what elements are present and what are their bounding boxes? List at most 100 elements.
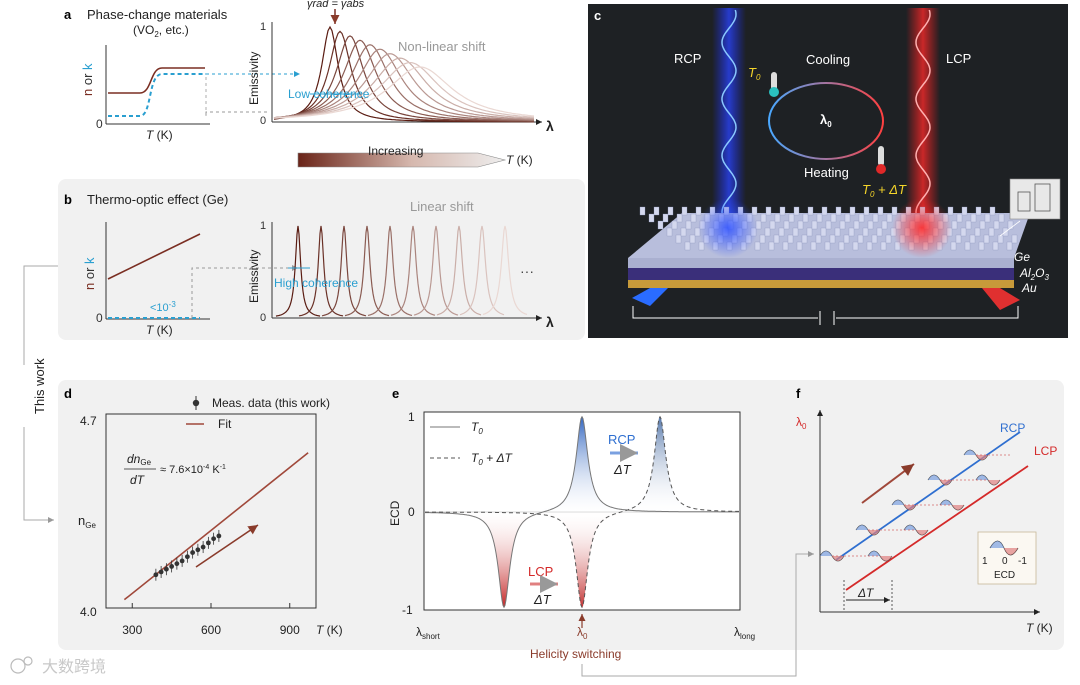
ge-pillar — [881, 220, 888, 230]
panel-e-legend-t0dt: T0 + ΔT — [471, 451, 514, 467]
panel-a-emis-tick-0: 0 — [260, 115, 266, 127]
ecd-label: ECD — [994, 570, 1015, 581]
ge-pillar — [806, 227, 813, 237]
ge-pillar — [662, 213, 669, 223]
panel-c-rcp: RCP — [674, 51, 701, 66]
panel-f-xlabel: T (K) — [1026, 621, 1053, 635]
ecd-marker-blue-7 — [940, 500, 952, 505]
ge-pillar — [965, 220, 972, 230]
panel-a-emis-label: Emissivity — [247, 52, 261, 105]
lcp-wave — [915, 9, 931, 231]
panel-c-t0dt: T0 + ΔT — [862, 182, 907, 199]
ge-pillar — [765, 206, 772, 216]
emissivity-curve-a-5 — [273, 48, 535, 121]
ge-pillar — [843, 234, 850, 244]
panel-d-letter: d — [64, 386, 72, 401]
ge-pillar — [811, 220, 818, 230]
ge-pillar — [964, 241, 971, 251]
panel-a-subtitle: (VO2, etc.) — [133, 23, 189, 39]
ge-pillar — [852, 241, 859, 251]
ge-pillar — [689, 234, 696, 244]
ge-pillar — [657, 220, 664, 230]
ge-pillar — [792, 227, 799, 237]
ge-pillar — [955, 234, 962, 244]
blue-electrode — [632, 288, 668, 306]
legend-meas-marker — [192, 399, 200, 407]
ge-pillar — [671, 220, 678, 230]
this-work-connector: This work — [14, 265, 58, 523]
panel-b-emis-tick-1: 1 — [260, 220, 266, 232]
panel-b-emis-label: Emissivity — [247, 250, 261, 303]
ge-pillar — [793, 206, 800, 216]
thermometer-cold-bulb — [769, 87, 779, 97]
ge-pillar — [821, 206, 828, 216]
ecd-marker-red-1 — [868, 530, 880, 535]
panel-d: d 4.7 4.0 300 600 900 T (K) nGe Meas. da… — [64, 386, 343, 637]
ge-pillar — [979, 220, 986, 230]
ge-pillar — [783, 220, 790, 230]
thermometer-hot-icon — [878, 146, 884, 166]
panel-f-letter: f — [796, 386, 801, 401]
panel-e-plot — [425, 415, 739, 609]
panel-e-legend-t0: T0 — [471, 420, 483, 436]
watermark: 大数跨境 — [10, 656, 106, 676]
data-point — [158, 569, 164, 575]
panel-e-rcp-dt: ΔT — [613, 462, 632, 477]
ecd-marker-red-5 — [880, 556, 892, 561]
panel-b-emissivity-curves — [275, 225, 528, 317]
ge-pillar — [834, 227, 841, 237]
panel-e-ytick-neg1: -1 — [402, 603, 413, 617]
ge-pillar — [695, 206, 702, 216]
ge-pillar — [820, 227, 827, 237]
ge-pillar — [830, 213, 837, 223]
this-work-label: This work — [32, 358, 47, 414]
ge-pillar — [853, 220, 860, 230]
ge-pillar — [816, 213, 823, 223]
ge-pillar — [685, 220, 692, 230]
ecd-marker-blue-4 — [964, 450, 976, 455]
emissivity-curve-b-6 — [413, 225, 459, 316]
panel-e-x-mid: λ0 — [577, 625, 588, 641]
panel-f-trend-arrow — [861, 463, 915, 504]
ecd-marker-red-8 — [988, 480, 1000, 485]
emissivity-curve-b-3 — [344, 225, 390, 317]
ecd-marker-blue-8 — [976, 475, 988, 480]
emissivity-curve-b-9 — [482, 225, 528, 316]
panel-a-emis-tick-1: 1 — [260, 21, 266, 33]
ge-pillar — [956, 213, 963, 223]
ge-pillar — [639, 206, 646, 216]
emissivity-curve-a-8 — [273, 61, 535, 119]
panel-c-lcp: LCP — [946, 51, 971, 66]
panel-a-annotation: Non-linear shift — [398, 39, 486, 54]
ecd-marker-blue-2 — [892, 500, 904, 505]
ge-pillar — [969, 234, 976, 244]
ge-pillar — [867, 220, 874, 230]
ge-pillar — [787, 234, 794, 244]
emissivity-curve-b-8 — [459, 225, 505, 316]
ge-pillar — [970, 213, 977, 223]
panel-d-xtick-600: 600 — [201, 623, 221, 637]
panel-b-xlabel: T (K) — [146, 323, 173, 337]
ecd-marker-blue-3 — [928, 475, 940, 480]
panel-d-xtick-300: 300 — [122, 623, 142, 637]
ecd-marker-red-4 — [976, 455, 988, 460]
ge-pillar — [782, 241, 789, 251]
ge-pillar — [684, 241, 691, 251]
ge-pillar — [848, 227, 855, 237]
panel-e-lcp: LCP — [528, 564, 553, 579]
ge-pillar — [876, 227, 883, 237]
panel-b-lambda: λ — [546, 314, 554, 330]
panel-a-lambda: λ — [546, 118, 554, 134]
al2o3-layer — [628, 268, 1014, 280]
ge-pillar — [993, 220, 1000, 230]
panel-b-background — [58, 179, 585, 340]
panel-a-ylabel: n or k — [80, 63, 95, 96]
panel-d-slope-num: dnGe — [127, 452, 152, 467]
panel-c-lambda0: λ0 — [820, 112, 832, 129]
ge-pillar — [1007, 220, 1014, 230]
panel-b-emis-tick-0: 0 — [260, 312, 266, 324]
emissivity-curve-a-9 — [273, 66, 535, 119]
ge-pillar — [975, 206, 982, 216]
circuit-right — [836, 306, 1019, 319]
panel-e: e 1 0 -1 ECD T0 T0 + ΔT RCP ΔT LCP ΔT λs… — [388, 386, 814, 677]
